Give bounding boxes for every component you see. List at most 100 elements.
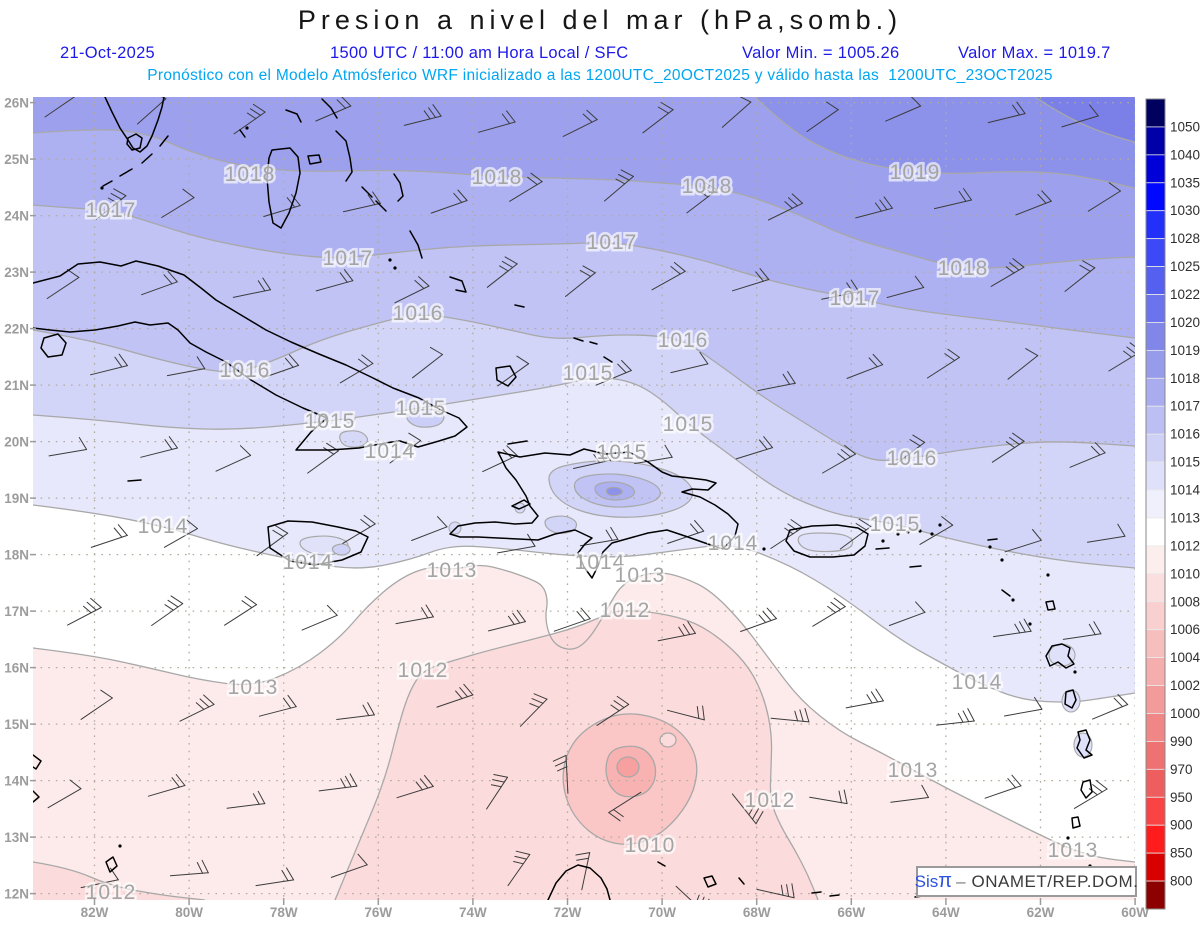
isobar-label: 1017 bbox=[830, 287, 881, 310]
colorbar-segment bbox=[1145, 741, 1166, 770]
subtitle-line: 21-Oct-2025 1500 UTC / 11:00 am Hora Loc… bbox=[0, 44, 1200, 64]
colorbar-level-label: 990 bbox=[1170, 734, 1193, 749]
isobar-label: 1012 bbox=[745, 789, 796, 812]
isobar-labels: 1018 1018 1018 1019 1018 1017 1017 1017 1017 1016… bbox=[83, 159, 1100, 904]
colorbar-segment bbox=[1145, 433, 1166, 463]
isobar-label: 1014 bbox=[708, 532, 759, 555]
colorbar-level-label: 800 bbox=[1170, 874, 1193, 889]
isobar-label: 1014 bbox=[952, 671, 1003, 694]
lat-tick-label: 15N bbox=[4, 717, 29, 732]
isobar-label: 1018 bbox=[682, 175, 733, 198]
colorbar-segment bbox=[1145, 461, 1166, 491]
isobar-label: 1016 bbox=[887, 447, 938, 470]
colorbar-segment bbox=[1145, 629, 1166, 659]
colorbar-level-label: 1000 bbox=[1170, 706, 1200, 721]
value-min-label: Valor Min. = 1005.26 bbox=[742, 44, 900, 62]
colorbar-segment bbox=[1145, 685, 1166, 714]
colorbar-segment bbox=[1145, 266, 1166, 295]
isobar-label: 1012 bbox=[398, 659, 449, 682]
run-date: 21-Oct-2025 bbox=[60, 44, 156, 62]
colorbar-level-label: 1015 bbox=[1170, 455, 1200, 470]
colorbar-level-label: 1002 bbox=[1170, 678, 1200, 693]
colorbar-segment bbox=[1145, 294, 1166, 323]
credit-box: Sis π – ONAMET/REP.DOM. bbox=[915, 866, 1139, 897]
isobar-label: 1015 bbox=[870, 513, 921, 536]
graticule bbox=[33, 97, 1135, 900]
isobar-label: 1017 bbox=[323, 247, 374, 270]
lat-tick-label: 19N bbox=[4, 491, 29, 506]
isobar-label: 1014 bbox=[138, 515, 189, 538]
colorbar-segment bbox=[1145, 377, 1166, 407]
colorbar-level-label: 1013 bbox=[1170, 511, 1200, 526]
isobar-label: 1016 bbox=[658, 329, 709, 352]
colorbar-segment bbox=[1145, 796, 1166, 826]
colorbar-level-label: 1016 bbox=[1170, 427, 1200, 442]
colorbar-level-label: 1014 bbox=[1170, 483, 1200, 498]
colorbar-level-label: 1040 bbox=[1170, 147, 1200, 162]
colorbar-level-label: 950 bbox=[1170, 790, 1193, 805]
colorbar-segment bbox=[1145, 238, 1166, 267]
isobar-label: 1019 bbox=[890, 161, 941, 184]
colorbar-level-label: 1012 bbox=[1170, 538, 1200, 553]
colorbar-level-label: 1020 bbox=[1170, 315, 1200, 330]
colorbar-level-label: 1017 bbox=[1170, 399, 1200, 414]
value-max-label: Valor Max. = 1019.7 bbox=[958, 44, 1111, 62]
isobar-label: 1015 bbox=[597, 441, 648, 464]
lat-tick-label: 21N bbox=[4, 378, 29, 393]
lat-tick-label: 16N bbox=[4, 661, 29, 676]
axis-labels: 26N 25N 24N 23N 22N 21N 20N 19N 18N 17N 16N 15N 14N 1… bbox=[4, 96, 1149, 920]
lat-tick-label: 17N bbox=[4, 604, 29, 619]
lat-tick-label: 12N bbox=[4, 887, 29, 902]
colorbar-segment bbox=[1145, 126, 1166, 156]
lon-tick-label: 72W bbox=[554, 905, 582, 920]
isobar-label: 1017 bbox=[587, 231, 638, 254]
lon-tick-label: 76W bbox=[364, 905, 392, 920]
colorbar-segment bbox=[1145, 182, 1166, 212]
colorbar-level-label: 1022 bbox=[1170, 287, 1200, 302]
colorbar-level-label: 1018 bbox=[1170, 371, 1200, 386]
colorbar-level-label: 1035 bbox=[1170, 175, 1200, 190]
credit-dash: – bbox=[956, 871, 966, 891]
coastlines bbox=[33, 97, 1093, 900]
colorbar-level-label: 1010 bbox=[1170, 566, 1200, 581]
colorbar-segment bbox=[1145, 210, 1166, 240]
isobar-label: 1014 bbox=[365, 440, 416, 463]
lon-tick-label: 60W bbox=[1121, 905, 1149, 920]
colorbar-segment bbox=[1145, 657, 1166, 686]
run-time: 1500 UTC / 11:00 am Hora Local / SFC bbox=[330, 44, 629, 62]
lat-tick-label: 23N bbox=[4, 265, 29, 280]
lat-tick-label: 25N bbox=[4, 152, 29, 167]
lat-tick-label: 26N bbox=[4, 96, 29, 111]
lon-tick-label: 62W bbox=[1027, 905, 1055, 920]
wind-barbs bbox=[44, 97, 1135, 900]
colorbar-level-label: 1004 bbox=[1170, 650, 1200, 665]
colorbar-level-label: 970 bbox=[1170, 762, 1193, 777]
colorbar-segment bbox=[1145, 880, 1166, 910]
isobar-label: 1015 bbox=[396, 397, 447, 420]
credit-org: ONAMET/REP.DOM. bbox=[971, 871, 1139, 891]
lon-tick-label: 70W bbox=[648, 905, 676, 920]
map-canvas: 1018 1018 1018 1019 1018 1017 1017 1017 1017 1016… bbox=[33, 97, 1135, 904]
colorbar-segment bbox=[1145, 349, 1166, 379]
colorbar-level-label: 1050 bbox=[1170, 119, 1200, 134]
isobar-label: 1012 bbox=[86, 881, 137, 904]
lon-tick-label: 82W bbox=[81, 905, 109, 920]
colorbar-level-label: 1019 bbox=[1170, 343, 1200, 358]
isobar-label: 1013 bbox=[427, 559, 478, 582]
colorbar: 1050 1040 1035 1030 1028 1025 1022 1020 1019 1018… bbox=[1145, 98, 1200, 910]
colorbar-segment bbox=[1145, 545, 1166, 575]
isobar-label: 1014 bbox=[283, 551, 334, 574]
colorbar-level-label: 900 bbox=[1170, 818, 1193, 833]
isobar-label: 1017 bbox=[86, 199, 137, 222]
isobar-label: 1010 bbox=[625, 834, 676, 857]
lat-tick-label: 24N bbox=[4, 209, 29, 224]
isobar-label: 1014 bbox=[575, 551, 626, 574]
lon-tick-label: 64W bbox=[932, 905, 960, 920]
isobar-label: 1015 bbox=[663, 413, 714, 436]
isobar-label: 1018 bbox=[225, 163, 276, 186]
isobar-label: 1018 bbox=[938, 257, 989, 280]
lat-tick-label: 22N bbox=[4, 322, 29, 337]
colorbar-segment bbox=[1145, 405, 1166, 435]
colorbar-level-label: 1025 bbox=[1170, 259, 1200, 274]
